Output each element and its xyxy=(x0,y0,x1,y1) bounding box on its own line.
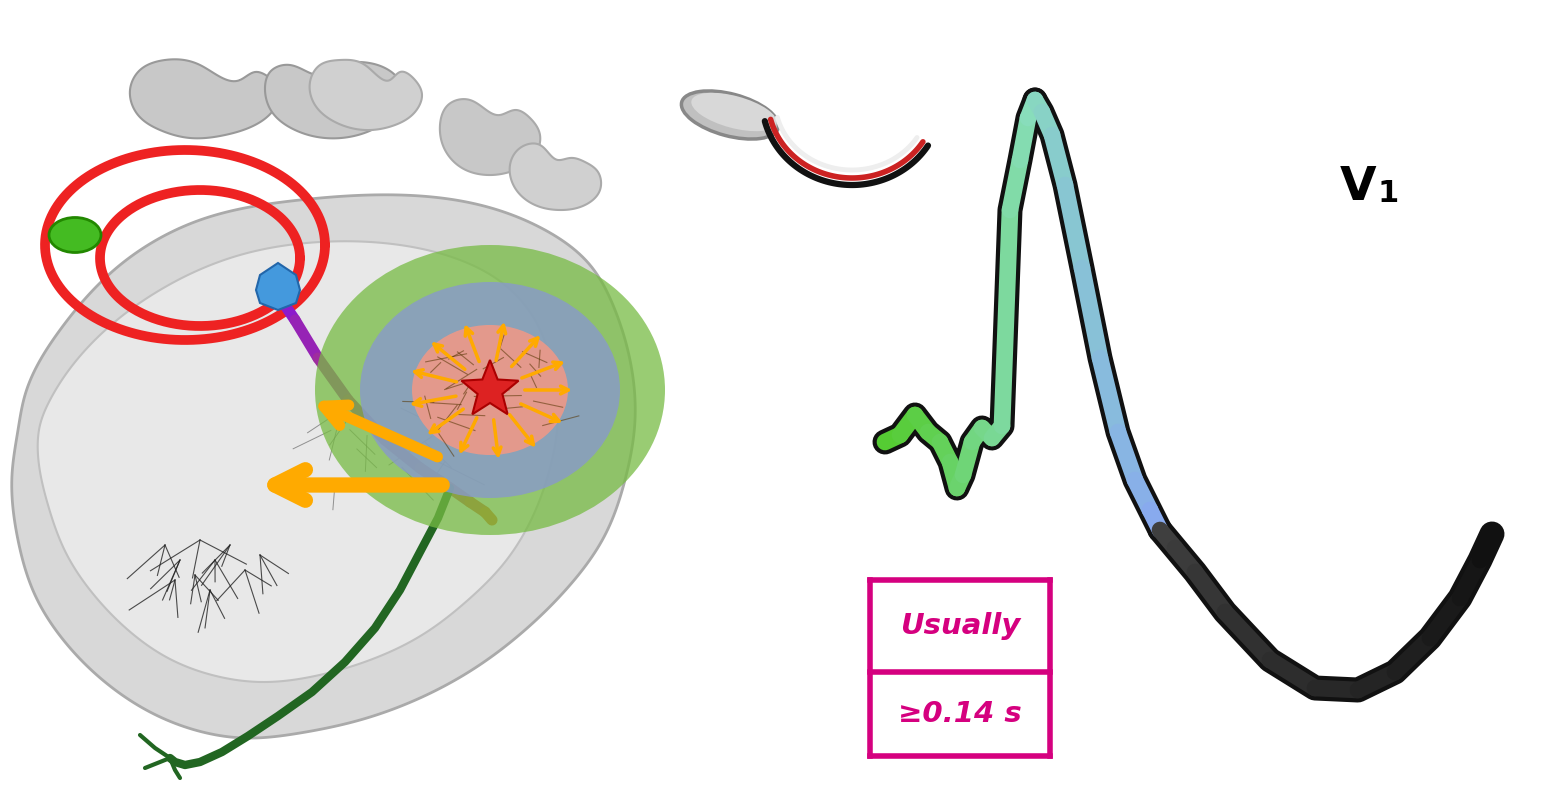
Ellipse shape xyxy=(412,325,568,455)
Ellipse shape xyxy=(316,245,665,535)
Polygon shape xyxy=(439,99,540,175)
Ellipse shape xyxy=(681,91,778,139)
Text: V: V xyxy=(1340,165,1377,210)
Polygon shape xyxy=(37,241,558,682)
Ellipse shape xyxy=(360,282,620,498)
Ellipse shape xyxy=(50,218,101,252)
Text: ≥0.14 s: ≥0.14 s xyxy=(899,700,1023,728)
Polygon shape xyxy=(255,263,300,310)
Polygon shape xyxy=(12,195,636,738)
Polygon shape xyxy=(309,60,422,130)
Polygon shape xyxy=(130,59,280,138)
Polygon shape xyxy=(509,143,602,210)
Polygon shape xyxy=(265,62,402,138)
Text: 1: 1 xyxy=(1378,179,1398,208)
Text: Usually: Usually xyxy=(900,612,1019,640)
Ellipse shape xyxy=(692,93,777,131)
Polygon shape xyxy=(461,360,518,414)
